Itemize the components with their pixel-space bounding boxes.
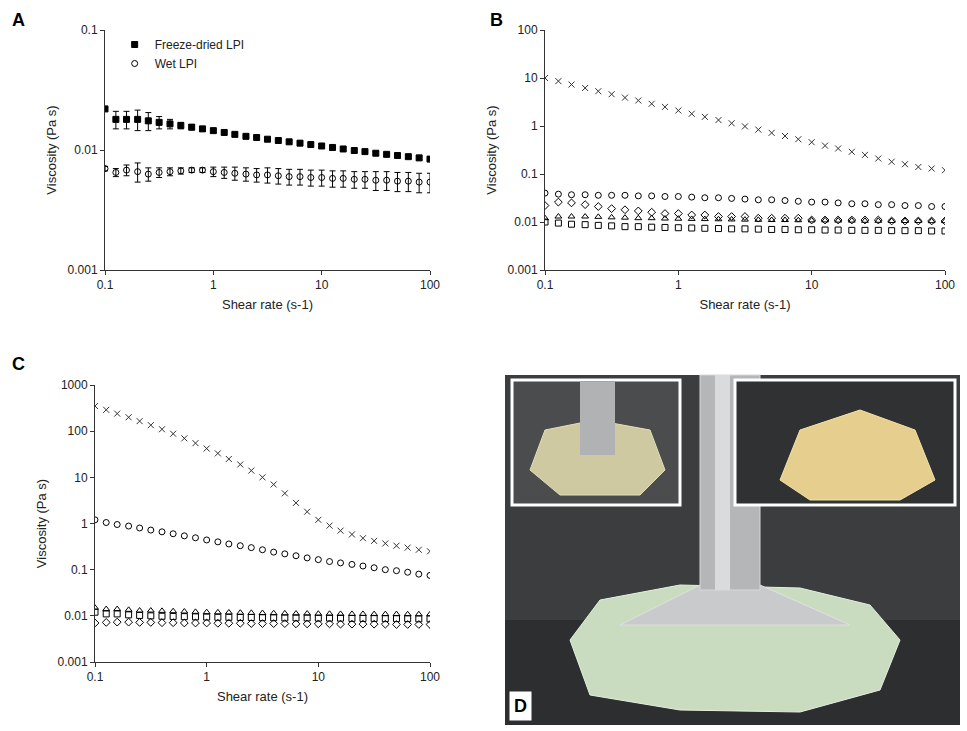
- svg-text:C: C: [12, 354, 25, 374]
- svg-text:Shear rate (s-1): Shear rate (s-1): [217, 689, 308, 704]
- svg-text:10: 10: [312, 670, 326, 684]
- svg-text:1: 1: [81, 517, 88, 531]
- svg-text:100: 100: [420, 670, 440, 684]
- svg-text:0.1: 0.1: [97, 278, 114, 292]
- svg-text:0.1: 0.1: [81, 23, 98, 37]
- svg-text:0.001: 0.001: [68, 263, 98, 277]
- svg-text:Viscosity (Pa s): Viscosity (Pa s): [34, 479, 49, 568]
- svg-text:1: 1: [210, 278, 217, 292]
- svg-text:0.001: 0.001: [58, 655, 88, 669]
- svg-text:100: 100: [420, 278, 440, 292]
- svg-text:10: 10: [524, 71, 538, 85]
- svg-text:1000: 1000: [61, 378, 88, 392]
- svg-text:A: A: [12, 10, 25, 30]
- svg-text:10: 10: [315, 278, 329, 292]
- svg-text:Shear rate (s-1): Shear rate (s-1): [222, 297, 313, 312]
- svg-text:1: 1: [203, 670, 210, 684]
- svg-text:Freeze-dried LPI: Freeze-dried LPI: [155, 38, 244, 52]
- svg-text:100: 100: [518, 23, 538, 37]
- svg-text:D: D: [514, 696, 527, 716]
- svg-text:0.01: 0.01: [64, 609, 88, 623]
- svg-text:10: 10: [805, 278, 819, 292]
- svg-text:Wet LPI: Wet LPI: [155, 57, 197, 71]
- svg-text:0.01: 0.01: [74, 143, 98, 157]
- svg-text:100: 100: [68, 424, 88, 438]
- svg-text:1: 1: [531, 119, 538, 133]
- svg-text:B: B: [490, 10, 503, 30]
- svg-text:0.1: 0.1: [537, 278, 554, 292]
- svg-text:Shear rate (s-1): Shear rate (s-1): [699, 297, 790, 312]
- svg-text:100: 100: [935, 278, 955, 292]
- svg-text:0.1: 0.1: [71, 563, 88, 577]
- svg-text:Viscosity (Pa s): Viscosity (Pa s): [44, 105, 59, 194]
- svg-text:0.1: 0.1: [521, 167, 538, 181]
- svg-text:1: 1: [675, 278, 682, 292]
- svg-text:0.1: 0.1: [87, 670, 104, 684]
- svg-text:Viscosity (Pa s): Viscosity (Pa s): [484, 105, 499, 194]
- svg-text:0.001: 0.001: [508, 263, 538, 277]
- svg-text:10: 10: [74, 471, 88, 485]
- svg-text:0.01: 0.01: [514, 215, 538, 229]
